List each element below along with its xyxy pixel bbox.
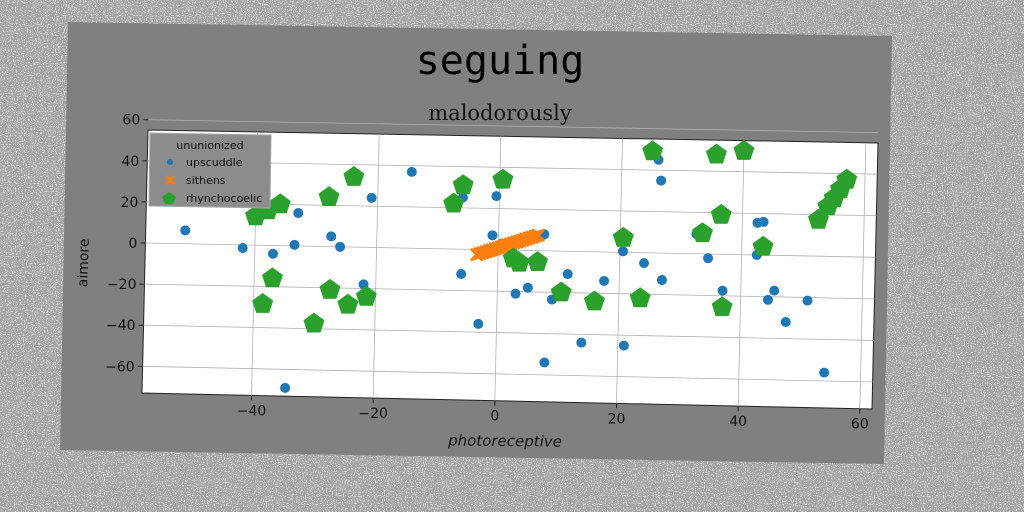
y-tick-label: −40 [106, 318, 136, 334]
point-upscuddle [366, 192, 377, 203]
legend-box [148, 132, 272, 209]
point-upscuddle [289, 239, 300, 250]
point-upscuddle [599, 275, 610, 286]
x-tick-label: −20 [358, 406, 388, 422]
point-rhynchocoelic [706, 143, 727, 164]
point-rhynchocoelic [642, 140, 664, 161]
point-rhynchocoelic [711, 296, 733, 317]
point-rhynchocoelic [710, 203, 732, 224]
grid-line-x [616, 138, 623, 404]
y-tick-label: 60 [122, 113, 140, 129]
point-rhynchocoelic [629, 287, 651, 308]
point-upscuddle [180, 225, 191, 236]
point-rhynchocoelic [452, 174, 474, 195]
point-upscuddle [267, 248, 278, 259]
point-upscuddle [237, 242, 248, 253]
legend-marker-rhynchocoelic [162, 192, 176, 204]
point-upscuddle [656, 275, 667, 286]
y-tick-label: 20 [121, 195, 139, 211]
x-tick-label: 0 [490, 409, 499, 425]
point-rhynchocoelic [337, 293, 359, 314]
legend-marker-sithens [165, 175, 175, 185]
point-upscuddle [819, 367, 830, 378]
point-upscuddle [717, 285, 728, 296]
point-rhynchocoelic [252, 293, 274, 313]
grid-line-y [148, 119, 879, 134]
point-upscuddle [802, 295, 813, 306]
grid-line-x [737, 140, 745, 407]
point-upscuddle [326, 231, 337, 242]
axis-ticks: −40 −20 0 20 40 60 −60 −40 −20 0 20 40 60 [105, 113, 869, 433]
point-rhynchocoelic [527, 251, 548, 271]
point-upscuddle [335, 241, 346, 252]
legend-label-rhynchocoelic: rhynchocoelic [186, 192, 262, 205]
point-upscuddle [280, 382, 291, 393]
point-rhynchocoelic [303, 312, 325, 333]
legend-label-sithens: sithens [186, 174, 226, 187]
point-rhynchocoelic [733, 140, 755, 160]
point-upscuddle [618, 340, 629, 351]
point-rhynchocoelic [508, 251, 530, 272]
x-axis-label: photoreceptive [447, 431, 562, 450]
data-marks [180, 140, 858, 393]
point-upscuddle [780, 316, 791, 327]
point-upscuddle [703, 253, 714, 264]
point-rhynchocoelic [752, 235, 774, 256]
figure: seguing malodorously −40 −20 0 20 40 60−60−40… [75, 38, 879, 451]
point-rhynchocoelic [612, 226, 634, 247]
chart-subtitle: malodorously [428, 101, 572, 125]
point-upscuddle [762, 294, 773, 305]
point-upscuddle [758, 216, 769, 227]
point-upscuddle [491, 191, 502, 202]
point-upscuddle [617, 246, 628, 257]
y-tick-label: −20 [107, 277, 137, 293]
point-upscuddle [522, 282, 533, 293]
point-upscuddle [769, 285, 780, 296]
y-tick-label: −60 [105, 359, 135, 375]
grid-line-x [859, 142, 867, 409]
point-rhynchocoelic [584, 290, 605, 311]
x-tick-label: 20 [608, 411, 626, 427]
point-rhynchocoelic [443, 192, 465, 213]
point-sithens [531, 228, 545, 242]
point-rhynchocoelic [318, 186, 340, 206]
point-upscuddle [406, 166, 417, 177]
legend: ununionized upscuddle sithens rhynchocoe… [148, 132, 272, 209]
point-upscuddle [473, 318, 484, 329]
point-rhynchocoelic [836, 168, 858, 189]
grid-line-x [372, 134, 380, 399]
point-rhynchocoelic [343, 166, 365, 186]
point-rhynchocoelic [692, 222, 713, 243]
y-tick-label: 40 [121, 154, 139, 170]
point-upscuddle [656, 175, 667, 186]
point-upscuddle [487, 230, 498, 241]
point-rhynchocoelic [550, 281, 572, 302]
x-tick-label: 60 [851, 417, 869, 433]
legend-title: ununionized [176, 139, 243, 152]
y-axis-label: aimore [75, 238, 93, 287]
x-tick-label: 40 [729, 414, 747, 430]
grid-line-y [142, 365, 873, 383]
point-upscuddle [539, 357, 550, 368]
point-upscuddle [562, 269, 573, 280]
point-rhynchocoelic [262, 267, 283, 288]
point-upscuddle [293, 208, 304, 219]
chart-title: seguing [416, 38, 585, 84]
plot-area [141, 119, 879, 410]
x-tick-label: −40 [237, 403, 267, 419]
point-upscuddle [456, 268, 467, 279]
point-upscuddle [510, 288, 521, 299]
point-upscuddle [639, 258, 650, 269]
grid-line-y [143, 324, 874, 341]
legend-marker-upscuddle [167, 159, 173, 165]
point-rhynchocoelic [319, 278, 341, 299]
y-tick-label: 0 [129, 236, 138, 252]
point-rhynchocoelic [492, 168, 514, 189]
point-rhynchocoelic [269, 193, 291, 214]
point-upscuddle [576, 337, 587, 348]
legend-label-upscuddle: upscuddle [186, 156, 243, 169]
point-rhynchocoelic [355, 285, 377, 306]
